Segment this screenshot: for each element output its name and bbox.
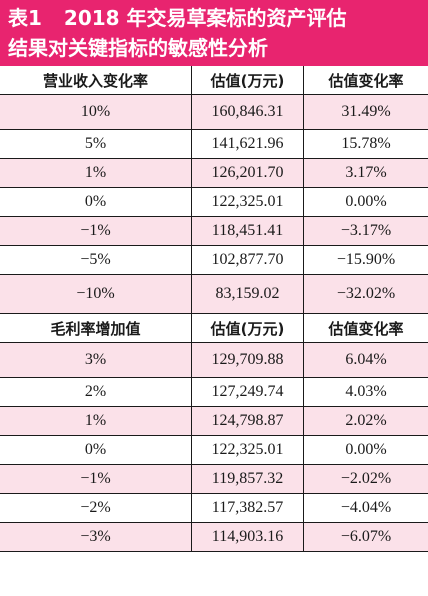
- table-cell: 1%: [0, 407, 192, 436]
- table-cell: −2%: [0, 494, 192, 523]
- sensitivity-table: 营业收入变化率 估值(万元) 估值变化率 10% 160,846.31 31.49% 5% 1…: [0, 66, 428, 596]
- table-cell: 83,159.02: [192, 275, 304, 314]
- table-cell: 0.00%: [304, 188, 428, 217]
- table-cell: 0.00%: [304, 436, 428, 465]
- table-cell: −1%: [0, 217, 192, 246]
- header-cell: 估值(万元): [192, 314, 304, 343]
- table-cell: 2.02%: [304, 407, 428, 436]
- table-cell: 31.49%: [304, 95, 428, 130]
- table-cell: 114,903.16: [192, 523, 304, 552]
- table-cell: −4.04%: [304, 494, 428, 523]
- table-cell: 124,798.87: [192, 407, 304, 436]
- table-cell: 122,325.01: [192, 188, 304, 217]
- table-cell: 118,451.41: [192, 217, 304, 246]
- table-cell: 1%: [0, 159, 192, 188]
- table-cell: 10%: [0, 95, 192, 130]
- table-cell: −6.07%: [304, 523, 428, 552]
- table-cell: −3.17%: [304, 217, 428, 246]
- header-cell: 估值变化率: [304, 66, 428, 95]
- header-cell: 营业收入变化率: [0, 66, 192, 95]
- table-cell: 2%: [0, 378, 192, 407]
- title-line-1: 表1 2018 年交易草案标的资产评估: [8, 3, 420, 33]
- header-cell: 估值变化率: [304, 314, 428, 343]
- table-cell: −5%: [0, 246, 192, 275]
- header-cell: 毛利率增加值: [0, 314, 192, 343]
- table-cell: 5%: [0, 130, 192, 159]
- table-cell: 127,249.74: [192, 378, 304, 407]
- title-text-line-1: 2018 年交易草案标的资产评估: [63, 6, 347, 30]
- table-cell: 0%: [0, 188, 192, 217]
- table-cell: 6.04%: [304, 343, 428, 378]
- header-cell: 估值(万元): [192, 66, 304, 95]
- table-cell: −15.90%: [304, 246, 428, 275]
- title-text-line-2: 结果对关键指标的敏感性分析: [8, 36, 268, 60]
- table-cell: 102,877.70: [192, 246, 304, 275]
- table-cell: −10%: [0, 275, 192, 314]
- table-cell: 15.78%: [304, 130, 428, 159]
- table-cell: −32.02%: [304, 275, 428, 314]
- table-number-label: 表1: [8, 6, 42, 30]
- table-cell: 160,846.31: [192, 95, 304, 130]
- table-cell: 129,709.88: [192, 343, 304, 378]
- table-cell: −1%: [0, 465, 192, 494]
- table-cell: −2.02%: [304, 465, 428, 494]
- table-cell: 117,382.57: [192, 494, 304, 523]
- table-cell: 3.17%: [304, 159, 428, 188]
- table-cell: −3%: [0, 523, 192, 552]
- table-cell: 141,621.96: [192, 130, 304, 159]
- table-cell: 4.03%: [304, 378, 428, 407]
- table-cell: 0%: [0, 436, 192, 465]
- table-cell: 119,857.32: [192, 465, 304, 494]
- table-cell: 126,201.70: [192, 159, 304, 188]
- table-cell: 3%: [0, 343, 192, 378]
- table-title: 表1 2018 年交易草案标的资产评估 结果对关键指标的敏感性分析: [0, 0, 428, 66]
- table-cell: 122,325.01: [192, 436, 304, 465]
